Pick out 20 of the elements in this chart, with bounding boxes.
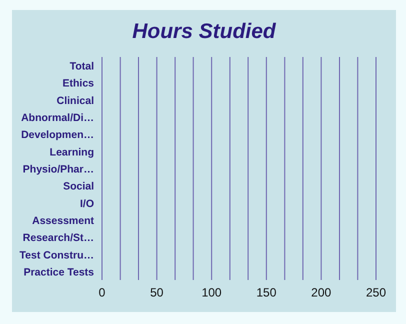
y-tick-label: Ethics — [62, 78, 94, 90]
y-tick-label: Practice Tests — [24, 266, 94, 278]
y-tick-label: I/O — [80, 198, 94, 210]
y-tick-label: Assessment — [32, 214, 94, 227]
y-tick-label: Research/St… — [22, 232, 94, 244]
y-tick-label: Total — [70, 60, 94, 73]
chart-title: Hours Studied — [131, 20, 277, 44]
x-tick-label: 50 — [150, 286, 164, 300]
y-tick-label: Learning — [50, 146, 94, 158]
x-tick-label: 250 — [366, 286, 386, 300]
y-tick-label: Test Constru… — [20, 249, 94, 262]
x-tick-label: 200 — [311, 286, 332, 300]
x-tick-label: 150 — [256, 286, 277, 300]
y-tick-label: Abnormal/Di… — [21, 112, 94, 124]
x-tick-label: 100 — [202, 286, 222, 300]
y-tick-label: Developmen… — [21, 129, 94, 142]
x-tick-label: 0 — [98, 286, 106, 300]
y-tick-label: Clinical — [56, 94, 94, 107]
y-tick-label: Social — [63, 180, 94, 193]
y-tick-label: Physio/Phar… — [22, 164, 94, 176]
